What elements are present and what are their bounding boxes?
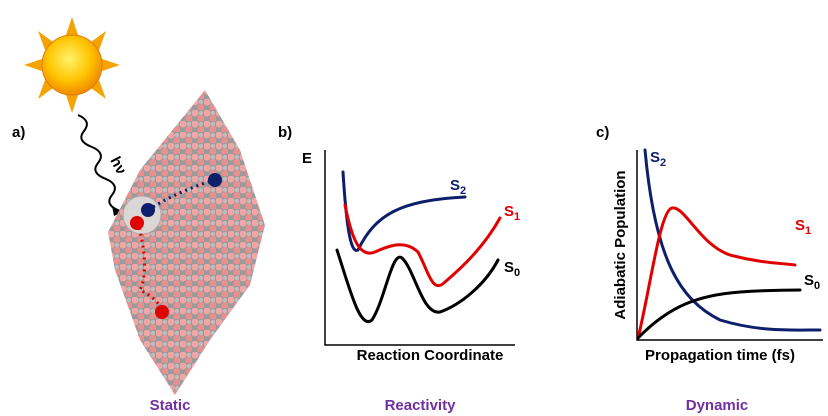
photon-label: hν — [106, 154, 129, 177]
caption: Reactivity — [385, 397, 457, 414]
s2-curve — [343, 172, 465, 250]
panel-label: c) — [596, 124, 609, 141]
x-axis-label: Reaction Coordinate — [357, 347, 504, 364]
sun — [24, 17, 120, 113]
state-label: S0 — [504, 259, 520, 279]
state-label: S1 — [795, 217, 811, 237]
axes — [637, 150, 823, 340]
hole — [141, 203, 155, 217]
state-label: S2 — [650, 149, 666, 169]
nanoparticle — [108, 90, 265, 395]
state-label: S0 — [804, 272, 820, 292]
panel-label: b) — [278, 124, 292, 141]
figure: hν a) Static b) E Reaction Coordinate S2… — [0, 0, 828, 416]
hole — [208, 173, 222, 187]
panel-label: a) — [12, 124, 25, 141]
caption: Static — [150, 397, 191, 414]
state-label: S1 — [504, 203, 520, 223]
state-label: S2 — [450, 177, 466, 197]
caption: Dynamic — [686, 397, 749, 414]
y-axis-label: E — [302, 150, 312, 167]
site — [123, 196, 161, 234]
s1-curve — [345, 205, 500, 286]
y-axis-label: Adiabatic Population — [612, 170, 629, 319]
electron — [155, 305, 169, 319]
s2-curve — [645, 150, 820, 330]
x-axis-label: Propagation time (fs) — [645, 347, 795, 364]
s0-curve — [337, 250, 498, 322]
electron — [130, 216, 144, 230]
